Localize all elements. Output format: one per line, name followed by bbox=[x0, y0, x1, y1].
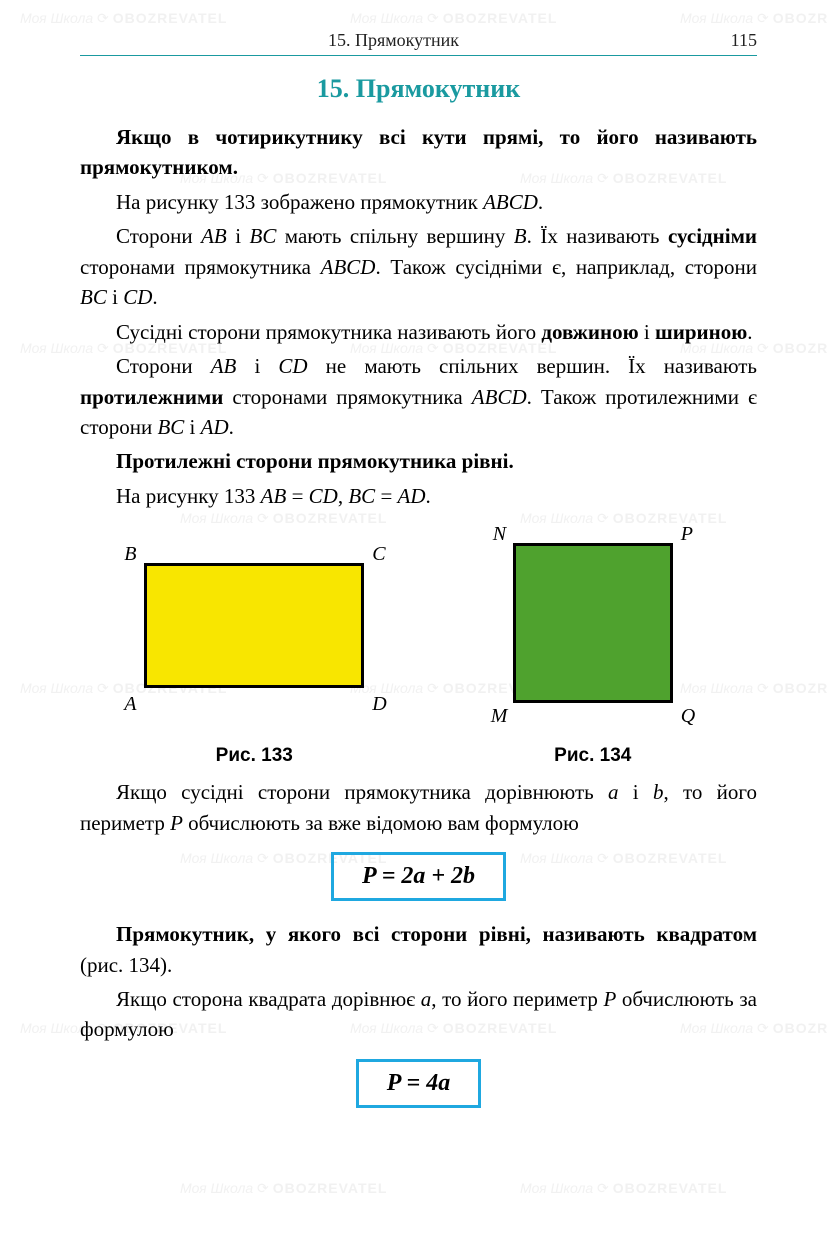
para-8: Якщо сусідні сторони прямокутника дорівн… bbox=[80, 777, 757, 838]
vertex-A: A bbox=[124, 693, 136, 716]
fig133-caption: Рис. 133 bbox=[216, 745, 293, 767]
vertex-C: C bbox=[372, 543, 385, 566]
section-label: 15. Прямокутник bbox=[80, 30, 707, 51]
para-5: Сторони AB і CD не мають спільних вершин… bbox=[80, 351, 757, 442]
vertex-B: B bbox=[124, 543, 136, 566]
running-head: 15. Прямокутник 115 bbox=[80, 30, 757, 56]
para-7: На рисунку 133 AB = CD, BC = AD. bbox=[80, 481, 757, 511]
square-shape bbox=[513, 543, 673, 703]
definition-rectangle: Якщо в чотирикутнику всі кути прямі, то … bbox=[80, 122, 757, 183]
para-6: Протилежні сторони прямокутника рівні. bbox=[80, 446, 757, 476]
page-number: 115 bbox=[707, 30, 757, 51]
para-2: На рисунку 133 зображено прямокутник ABC… bbox=[80, 187, 757, 217]
figure-133: B C A D Рис. 133 bbox=[104, 533, 404, 767]
para-9: Прямокутник, у якого всі сторони рівні, … bbox=[80, 919, 757, 980]
vertex-P: P bbox=[681, 523, 693, 546]
vertex-M: M bbox=[491, 705, 508, 728]
fig134-caption: Рис. 134 bbox=[554, 745, 631, 767]
section-title: 15. Прямокутник bbox=[80, 74, 757, 104]
rectangle-shape bbox=[144, 563, 364, 688]
para-3: Сторони AB і BC мають спільну вершину B.… bbox=[80, 221, 757, 312]
page-content: 15. Прямокутник 115 15. Прямокутник Якщо… bbox=[0, 0, 827, 1156]
formula-perimeter-rect: P = 2a + 2b bbox=[331, 852, 506, 901]
formula-1-wrap: P = 2a + 2b bbox=[80, 852, 757, 901]
figures-row: B C A D Рис. 133 N P M Q Рис. 134 bbox=[80, 533, 757, 767]
figure-134: N P M Q Рис. 134 bbox=[453, 533, 733, 767]
para-4: Сусідні сторони прямокутника називають й… bbox=[80, 317, 757, 347]
para-10: Якщо сторона квадрата дорівнює a, то йог… bbox=[80, 984, 757, 1045]
formula-perimeter-square: P = 4a bbox=[356, 1059, 481, 1108]
formula-2-wrap: P = 4a bbox=[80, 1059, 757, 1108]
vertex-Q: Q bbox=[681, 705, 695, 728]
vertex-N: N bbox=[493, 523, 506, 546]
vertex-D: D bbox=[372, 693, 386, 716]
